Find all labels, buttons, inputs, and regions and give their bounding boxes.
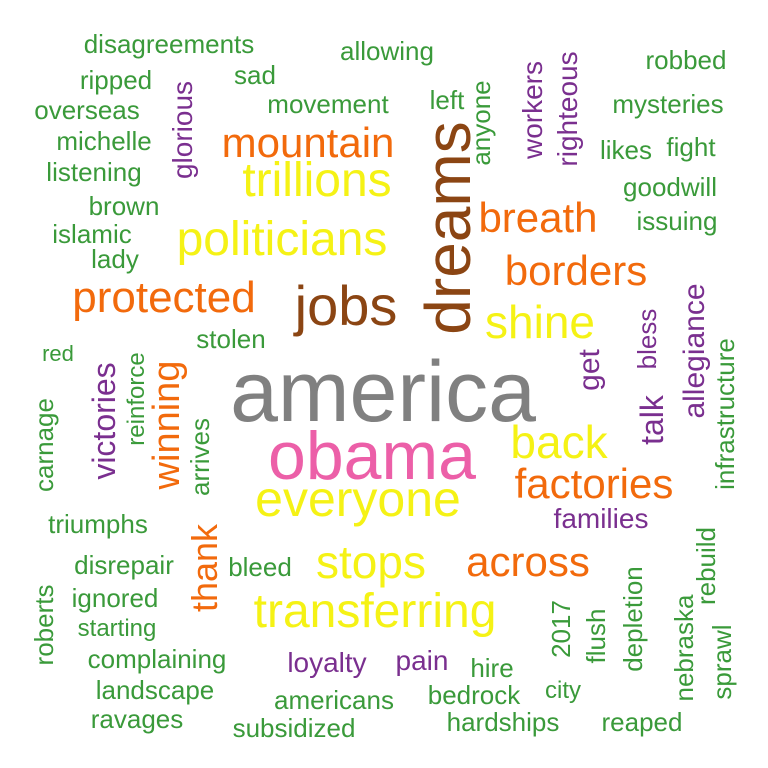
word-sad: sad: [234, 60, 276, 90]
word-robbed: robbed: [645, 45, 727, 75]
word-trillions: trillions: [242, 154, 392, 207]
word-arrives: arrives: [185, 417, 215, 497]
word-flush: flush: [581, 608, 611, 664]
word-carnage: carnage: [29, 398, 59, 492]
word-roberts: roberts: [29, 584, 59, 666]
word-victories: victories: [86, 362, 122, 480]
word-landscape: landscape: [95, 675, 215, 705]
word-complaining: complaining: [87, 644, 227, 674]
word-brown: brown: [88, 191, 160, 221]
word-thank: thank: [184, 523, 225, 613]
word-righteous: righteous: [552, 51, 583, 167]
word-goodwill: goodwill: [623, 172, 717, 202]
word-reaped: reaped: [601, 707, 683, 737]
word-everyone: everyone: [255, 471, 461, 527]
word-triumphs: triumphs: [48, 509, 148, 539]
word-fight: fight: [666, 132, 716, 162]
word-winning: winning: [146, 360, 188, 490]
word-ignored: ignored: [71, 583, 159, 613]
word-across: across: [466, 538, 590, 585]
word-bleed: bleed: [228, 552, 292, 582]
word-glorious: glorious: [167, 80, 198, 180]
word-left: left: [429, 85, 465, 115]
word-jobs: jobs: [294, 274, 398, 337]
word-americans: americans: [274, 685, 394, 715]
word-stops: stops: [316, 536, 426, 588]
word-islamic: islamic: [52, 219, 132, 249]
word-likes: likes: [599, 135, 653, 165]
word-get: get: [573, 349, 606, 391]
word-reinforce: reinforce: [123, 352, 150, 446]
word-city: city: [545, 677, 581, 704]
word-breath: breath: [478, 194, 598, 241]
word-families: families: [553, 503, 649, 534]
word-lady: lady: [91, 244, 139, 274]
word-depletion: depletion: [618, 566, 648, 672]
word-factories: factories: [514, 460, 674, 507]
word-protected: protected: [72, 273, 256, 322]
word-talk: talk: [634, 395, 670, 445]
word-mountain: mountain: [221, 119, 395, 166]
word-back: back: [510, 416, 608, 468]
word-bedrock: bedrock: [427, 680, 521, 710]
word-issuing: issuing: [636, 206, 718, 236]
word-ripped: ripped: [79, 65, 153, 95]
word-overseas: overseas: [34, 95, 140, 125]
word-infrastructure: infrastructure: [710, 338, 740, 490]
word-michelle: michelle: [56, 126, 152, 156]
word-listening: listening: [46, 157, 142, 187]
word-obama: obama: [268, 418, 476, 494]
word-sprawl: sprawl: [707, 624, 737, 700]
word-america: america: [230, 344, 536, 440]
word-anyone: anyone: [466, 80, 496, 166]
word-borders: borders: [504, 247, 648, 294]
word-workers: workers: [517, 60, 548, 160]
word-ravages: ravages: [90, 704, 184, 734]
word-hardships: hardships: [446, 707, 560, 737]
word-allegiance: allegiance: [678, 283, 711, 419]
word-loyalty: loyalty: [287, 647, 367, 678]
word-pain: pain: [395, 645, 449, 676]
word-politicians: politicians: [176, 213, 388, 266]
word-disrepair: disrepair: [74, 550, 174, 580]
word-bless: bless: [632, 308, 662, 370]
word-nebraska: nebraska: [669, 594, 699, 702]
word-starting: starting: [77, 615, 157, 642]
word-subsidized: subsidized: [232, 713, 356, 743]
word-allowing: allowing: [340, 36, 434, 66]
word-rebuild: rebuild: [691, 526, 721, 606]
word-2017: 2017: [546, 600, 576, 658]
word-hire: hire: [470, 653, 514, 683]
word-movement: movement: [267, 89, 389, 119]
word-shine: shine: [485, 296, 595, 348]
word-disagreements: disagreements: [83, 29, 255, 59]
word-transferring: transferring: [253, 585, 497, 638]
word-red: red: [42, 341, 74, 366]
word-stolen: stolen: [196, 324, 266, 354]
word-mysteries: mysteries: [612, 89, 724, 119]
